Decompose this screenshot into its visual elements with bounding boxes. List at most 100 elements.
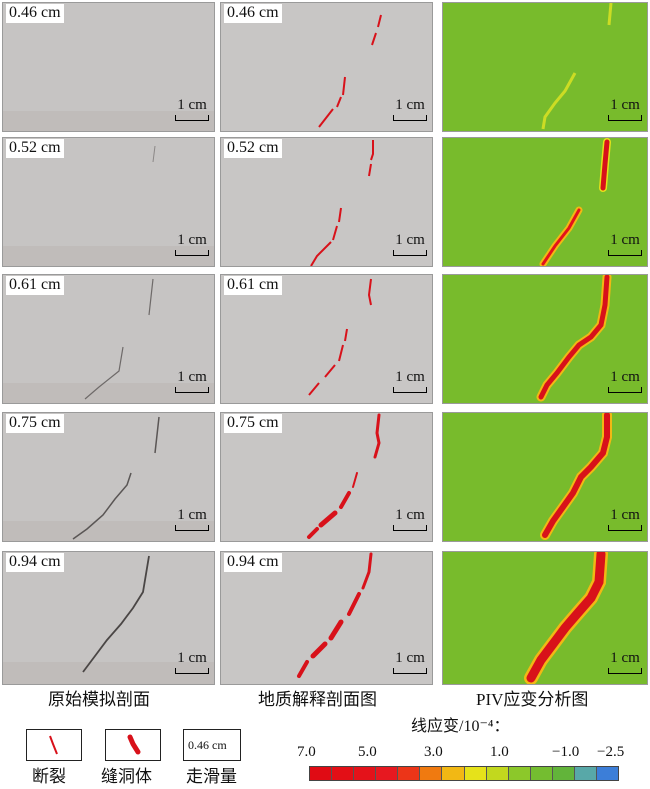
scale-bar-label: 1 cm xyxy=(610,97,640,113)
strain-band xyxy=(542,413,610,538)
fracture-trace xyxy=(310,241,332,266)
cavity-trace xyxy=(328,619,344,641)
fracture-trace xyxy=(367,278,372,306)
colorbar-tick: −2.5 xyxy=(597,744,625,760)
scale-bar-line xyxy=(393,525,427,531)
scale-bar-label: 1 cm xyxy=(610,369,640,385)
colorbar-swatch xyxy=(332,767,355,780)
piv-panel-3: 1 cm xyxy=(442,274,648,404)
fracture-trace xyxy=(368,163,372,177)
fracture-trace xyxy=(336,96,342,108)
cavity-symbol xyxy=(127,734,141,755)
interpretation-panel-2: 0.52 cm 1 cm xyxy=(220,137,433,267)
slip-label: 0.75 cm xyxy=(6,414,64,433)
strain-band xyxy=(600,139,610,191)
strain-band xyxy=(607,3,613,26)
fracture-trace xyxy=(338,344,344,362)
slip-label: 0.94 cm xyxy=(6,553,64,572)
scale-bar-label: 1 cm xyxy=(610,507,640,523)
slip-label: 0.52 cm xyxy=(224,139,282,158)
scale-bar-line xyxy=(175,668,209,674)
fracture-trace xyxy=(324,364,336,378)
scale-bar-label: 1 cm xyxy=(177,507,207,523)
fracture-trace xyxy=(370,140,374,161)
fracture-trace xyxy=(371,32,377,46)
column-title-model: 原始模拟剖面 xyxy=(48,690,150,709)
cavity-trace xyxy=(297,660,309,678)
interpretation-panel-4: 0.75 cm 1 cm xyxy=(220,412,433,542)
fracture-symbol xyxy=(49,735,58,755)
scale-bar-line xyxy=(608,668,642,674)
scale-bar-line xyxy=(393,387,427,393)
scale-bar-label: 1 cm xyxy=(395,650,425,666)
interpretation-panel-5: 0.94 cm 1 cm xyxy=(220,551,433,685)
slip-label: 0.61 cm xyxy=(224,276,282,295)
fracture-trace xyxy=(342,76,346,96)
fracture-trace xyxy=(332,225,338,241)
scale-bar-line xyxy=(175,115,209,121)
column-title-interpretation: 地质解释剖面图 xyxy=(258,690,377,709)
cavity-trace xyxy=(310,641,328,659)
scale-bar-label: 1 cm xyxy=(395,369,425,385)
fracture-trace xyxy=(338,207,342,223)
piv-panel-4: 1 cm xyxy=(442,412,648,542)
scale-bar-label: 1 cm xyxy=(177,97,207,113)
scale-bar-line xyxy=(608,115,642,121)
fracture-drawing xyxy=(221,275,432,403)
cavity-trace xyxy=(339,491,351,509)
colorbar-swatch xyxy=(530,767,553,780)
model-texture xyxy=(3,138,214,266)
model-panel-4: 0.75 cm 1 cm xyxy=(2,412,215,542)
legend-fracture-label: 断裂 xyxy=(32,767,66,786)
legend-slip-label: 走滑量 xyxy=(186,767,237,786)
slip-label: 0.61 cm xyxy=(6,276,64,295)
scale-bar-line xyxy=(393,250,427,256)
scale-bar-label: 1 cm xyxy=(610,650,640,666)
colorbar-tick: 5.0 xyxy=(358,744,377,760)
colorbar-swatch xyxy=(354,767,377,780)
scale-bar-line xyxy=(608,250,642,256)
slip-label: 0.75 cm xyxy=(224,414,282,433)
colorbar-swatch xyxy=(310,767,333,780)
scale-bar-line xyxy=(175,387,209,393)
strain-field xyxy=(443,552,647,684)
fracture-trace xyxy=(308,382,320,396)
legend-cavity-symbol xyxy=(105,729,161,761)
colorbar-swatch xyxy=(420,767,443,780)
fracture-trace xyxy=(373,413,381,459)
strain-band xyxy=(526,552,606,683)
strain-band xyxy=(538,275,610,400)
slip-label: 0.46 cm xyxy=(224,4,282,23)
strain-band xyxy=(541,72,577,130)
fracture-trace xyxy=(377,14,382,28)
slip-label: 0.94 cm xyxy=(224,553,282,572)
column-title-piv: PIV应变分析图 xyxy=(476,690,589,709)
fracture-drawing xyxy=(221,3,432,131)
model-panel-3: 0.61 cm 1 cm xyxy=(2,274,215,404)
scale-bar-line xyxy=(393,668,427,674)
scale-bar-label: 1 cm xyxy=(177,369,207,385)
model-panel-2: 0.52 cm 1 cm xyxy=(2,137,215,267)
cavity-trace xyxy=(307,527,319,539)
fracture-trace xyxy=(361,552,373,590)
legend-slip-symbol: 0.46 cm xyxy=(183,729,241,761)
fracture-trace xyxy=(318,108,334,128)
colorbar-swatch xyxy=(464,767,487,780)
colorbar-tick: −1.0 xyxy=(552,744,580,760)
fracture-trace xyxy=(352,472,358,488)
legend-cavity-label: 缝洞体 xyxy=(101,767,152,786)
strain-field xyxy=(443,3,647,131)
colorbar-tick: 1.0 xyxy=(490,744,509,760)
piv-panel-1: 1 cm xyxy=(442,2,648,132)
strain-field xyxy=(443,413,647,541)
model-panel-5: 0.94 cm 1 cm xyxy=(2,551,215,685)
scale-bar-line xyxy=(608,387,642,393)
cavity-trace xyxy=(347,592,361,616)
colorbar-title: 线应变/10⁻⁴： xyxy=(411,718,510,735)
strain-field xyxy=(443,138,647,266)
slip-label: 0.52 cm xyxy=(6,139,64,158)
scale-bar-line xyxy=(608,525,642,531)
colorbar-swatch xyxy=(398,767,421,780)
colorbar-swatch xyxy=(442,767,465,780)
colorbar xyxy=(309,766,619,781)
